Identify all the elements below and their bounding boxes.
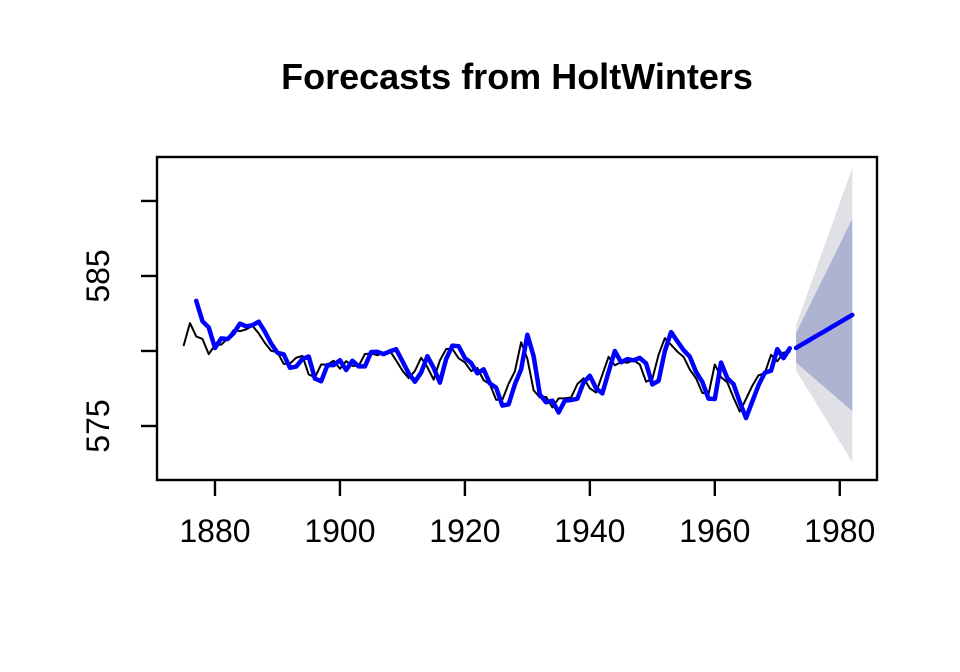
x-tick-label: 1940 [554,513,625,549]
x-tick-label: 1960 [679,513,750,549]
chart-title: Forecasts from HoltWinters [281,56,753,97]
x-tick-label: 1900 [304,513,375,549]
observed-line [182,322,791,413]
fitted-holtwinters-line [193,298,793,421]
x-tick-label: 1980 [804,513,875,549]
forecast-mean-line [793,312,855,351]
x-tick-label: 1920 [429,513,500,549]
x-tick-label: 1880 [179,513,250,549]
plot-box [155,155,879,482]
y-tick-label: 585 [80,249,116,302]
y-tick-label: 575 [80,399,116,452]
interval-80-band [796,218,853,411]
